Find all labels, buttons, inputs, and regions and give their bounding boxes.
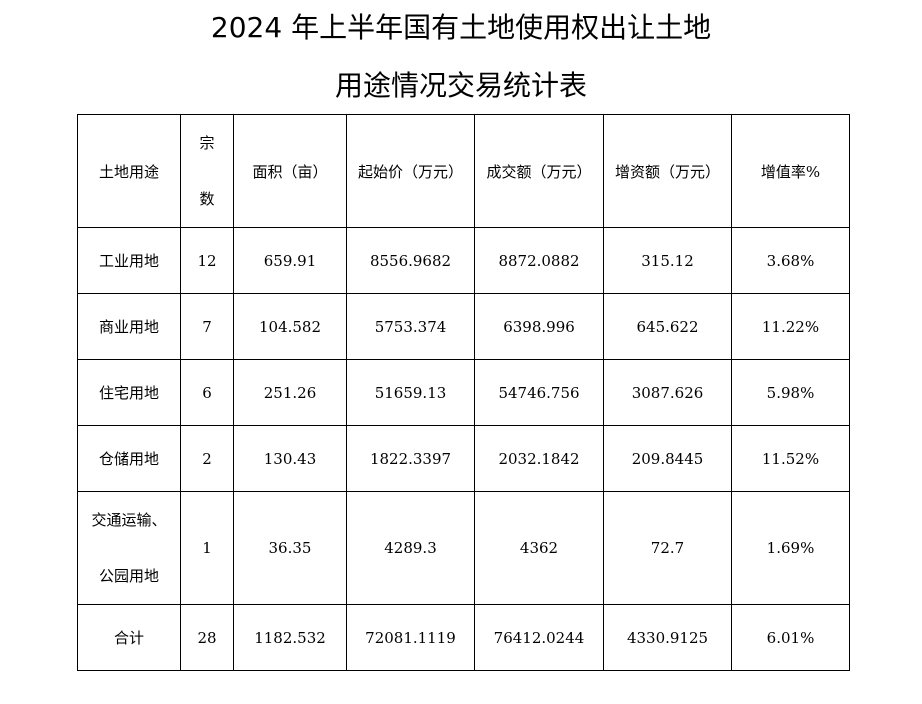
cell-total-start-price: 72081.1119 [346, 604, 475, 671]
cell-area: 659.91 [233, 227, 347, 294]
header-count: 宗 数 [180, 114, 234, 228]
cell-land-use: 仓储用地 [77, 425, 181, 492]
cell-total-label: 合计 [77, 604, 181, 671]
cell-land-use: 住宅用地 [77, 359, 181, 426]
cell-increase: 315.12 [603, 227, 732, 294]
cell-increase: 72.7 [603, 491, 732, 605]
land-transaction-table: 土地用途 宗 数 面积（亩） 起始价（万元） 成交额（万元） 增资额（万元） 增… [77, 114, 850, 671]
cell-area: 130.43 [233, 425, 347, 492]
cell-count: 12 [180, 227, 234, 294]
cell-count: 1 [180, 491, 234, 605]
cell-rate: 1.69% [731, 491, 850, 605]
cell-land-use-line-1: 交通运输、 [91, 511, 167, 529]
header-land-use: 土地用途 [77, 114, 181, 228]
table-row: 交通运输、 公园用地 1 36.35 4289.3 4362 72.7 1.69… [77, 491, 850, 605]
table-row: 商业用地 7 104.582 5753.374 6398.996 645.622… [77, 293, 850, 360]
cell-land-use: 商业用地 [77, 293, 181, 360]
table-row: 工业用地 12 659.91 8556.9682 8872.0882 315.1… [77, 227, 850, 294]
cell-total-rate: 6.01% [731, 604, 850, 671]
cell-start-price: 51659.13 [346, 359, 475, 426]
cell-rate: 11.52% [731, 425, 850, 492]
cell-land-use: 工业用地 [77, 227, 181, 294]
header-count-top: 宗 [199, 134, 215, 152]
cell-deal-amount: 54746.756 [474, 359, 604, 426]
cell-area: 104.582 [233, 293, 347, 360]
cell-land-use: 交通运输、 公园用地 [77, 491, 181, 605]
table-row: 仓储用地 2 130.43 1822.3397 2032.1842 209.84… [77, 425, 850, 492]
header-rate: 增值率% [731, 114, 850, 228]
cell-rate: 5.98% [731, 359, 850, 426]
cell-increase: 209.8445 [603, 425, 732, 492]
table-total-row: 合计 28 1182.532 72081.1119 76412.0244 433… [77, 604, 850, 671]
cell-land-use-line-2: 公园用地 [98, 567, 159, 585]
cell-total-count: 28 [180, 604, 234, 671]
cell-total-area: 1182.532 [233, 604, 347, 671]
cell-count: 2 [180, 425, 234, 492]
cell-rate: 3.68% [731, 227, 850, 294]
header-area: 面积（亩） [233, 114, 347, 228]
cell-increase: 3087.626 [603, 359, 732, 426]
table-row: 住宅用地 6 251.26 51659.13 54746.756 3087.62… [77, 359, 850, 426]
page-title-line-2: 用途情况交易统计表 [334, 69, 587, 102]
cell-start-price: 4289.3 [346, 491, 475, 605]
header-count-bottom: 数 [199, 190, 215, 208]
cell-increase: 645.622 [603, 293, 732, 360]
cell-total-increase: 4330.9125 [603, 604, 732, 671]
table-header-row: 土地用途 宗 数 面积（亩） 起始价（万元） 成交额（万元） 增资额（万元） 增… [77, 114, 850, 228]
cell-count: 6 [180, 359, 234, 426]
header-increase: 增资额（万元） [603, 114, 732, 228]
cell-area: 36.35 [233, 491, 347, 605]
cell-deal-amount: 8872.0882 [474, 227, 604, 294]
header-start-price: 起始价（万元） [346, 114, 475, 228]
page-title-line-1: 2024 年上半年国有土地使用权出让土地 [210, 11, 712, 44]
cell-start-price: 5753.374 [346, 293, 475, 360]
cell-start-price: 8556.9682 [346, 227, 475, 294]
cell-area: 251.26 [233, 359, 347, 426]
cell-rate: 11.22% [731, 293, 850, 360]
cell-start-price: 1822.3397 [346, 425, 475, 492]
cell-total-deal-amount: 76412.0244 [474, 604, 604, 671]
cell-deal-amount: 4362 [474, 491, 604, 605]
header-deal-amount: 成交额（万元） [474, 114, 604, 228]
cell-count: 7 [180, 293, 234, 360]
cell-deal-amount: 2032.1842 [474, 425, 604, 492]
cell-deal-amount: 6398.996 [474, 293, 604, 360]
